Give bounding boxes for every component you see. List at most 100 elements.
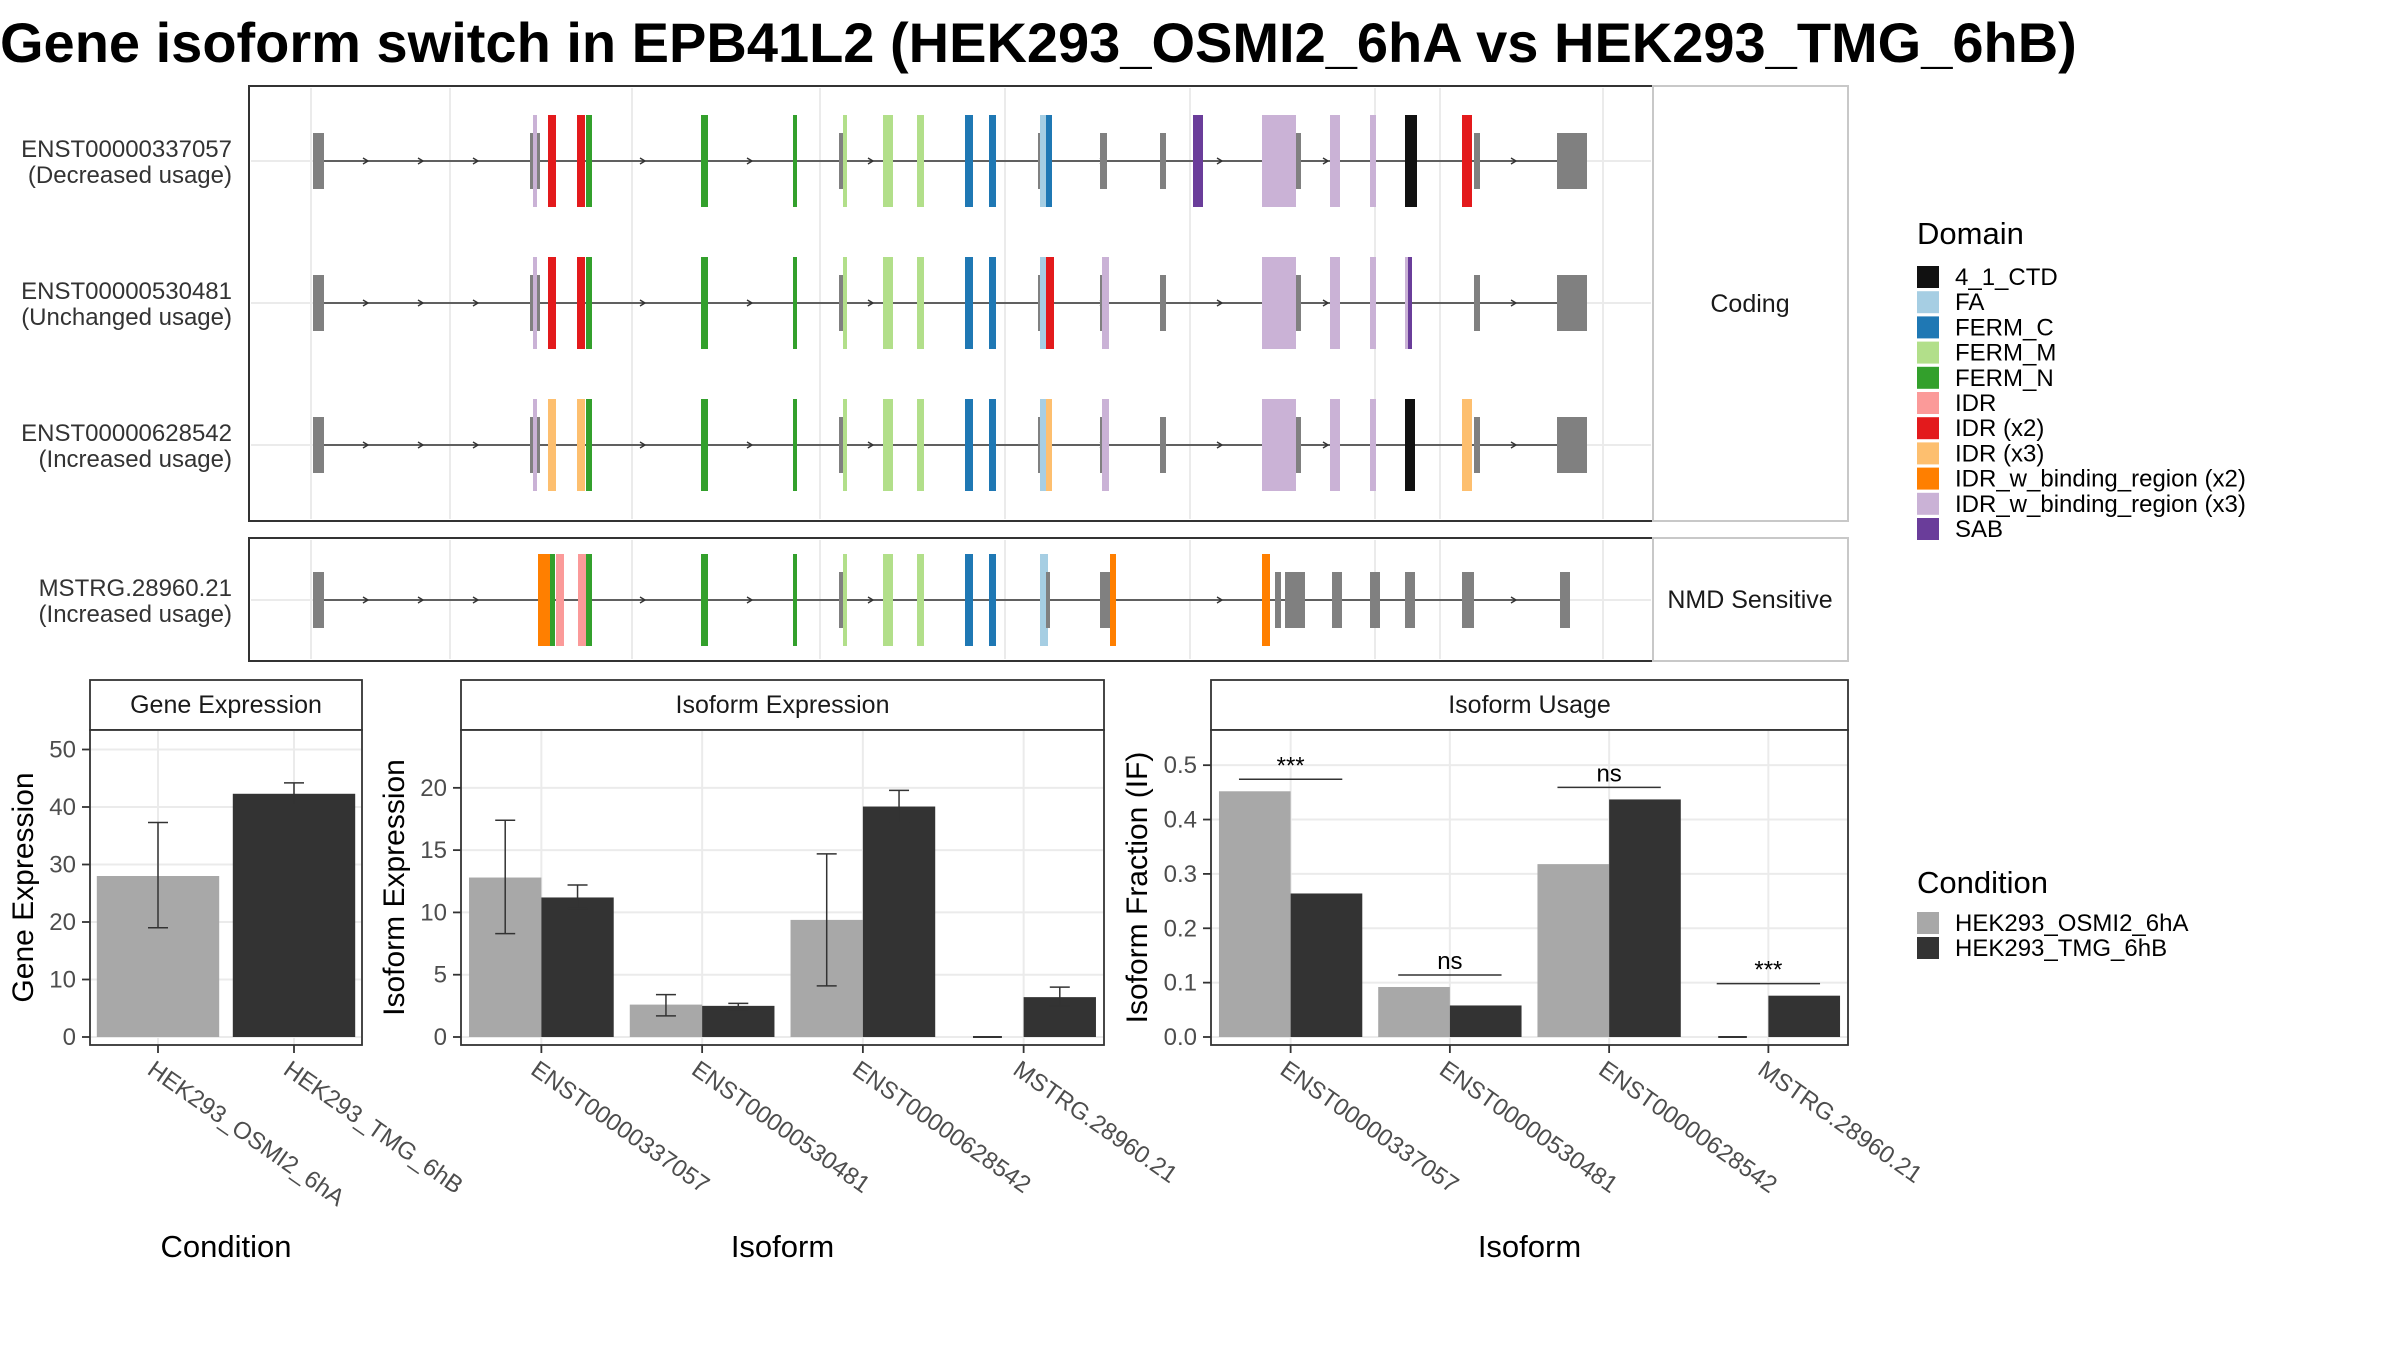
gene-expression-y-axis-title: Gene Expression [7,772,40,1002]
transcript-row-2-exon [1370,257,1376,349]
isoform-usage-strip [1210,679,1849,731]
transcript-row-1-exon [843,115,847,207]
domain-legend-label: IDR (x3) [1955,440,2044,467]
page-title: Gene isoform switch in EPB41L2 (HEK293_O… [0,11,2077,74]
transcript-row-1-exon [1040,115,1048,207]
facet-strip-coding [1652,85,1849,522]
transcript-row-3-exon [1370,399,1376,491]
transcript-row-nmd-exon [1560,572,1570,628]
transcript-row-1-exon [1100,133,1107,189]
transcript-row-2-exon [701,257,708,349]
condition-legend-swatch [1917,912,1939,934]
transcript-row-2-exon [1102,257,1109,349]
transcript-row-3-arrow [1322,441,1330,449]
transcript-row-nmd-arrow [417,596,425,604]
facet-strip-nmd [1652,537,1849,662]
transcript-row-nmd-exon [839,572,845,628]
transcript-row-3-exon [1296,417,1301,473]
transcript-row-2-exon [1046,257,1054,349]
domain-legend-swatch [1917,291,1939,314]
transcript-row-1-exon [1370,115,1376,207]
transcript-row-3-arrow [362,441,370,449]
transcript-row-nmd-exon [701,554,708,646]
transcript-row-1-exon [1462,115,1472,207]
isoform-usage-bar [1218,791,1291,1037]
isoform-usage-y-tick-label: 0.4 [1164,807,1197,834]
transcript-row-3-exon [793,399,797,491]
transcript-row-2-exon [1262,257,1296,349]
isoform-expression-x-tick-label: ENST00000530481 [687,1056,875,1199]
transcript-row-3-exon [1262,399,1296,491]
transcript-usage-label: (Unchanged usage) [21,304,232,331]
transcript-row-3-arrow [639,441,647,449]
isoform-usage-bar [1290,893,1363,1037]
domain-legend-swatch [1917,316,1939,339]
isoform-expression-x-tick-label: MSTRG.28960.21 [1008,1056,1182,1189]
domain-legend-swatch [1917,266,1939,288]
transcript-row-1-exon [793,115,797,207]
transcript-usage-label: (Increased usage) [39,601,232,628]
transcript-row-1-exon [1160,133,1166,189]
domain-legend-swatch [1917,341,1939,364]
transcript-row-1-exon [586,115,592,207]
transcript-row-nmd-exon [1046,572,1050,628]
transcript-row-2-exon [1330,257,1340,349]
transcript-row-nmd-arrow [867,596,875,604]
transcript-row-2-exon [1408,257,1412,349]
isoform-usage-bar [1449,1005,1522,1037]
gene-expression-title: Gene Expression [130,691,322,719]
condition-legend-swatch [1917,937,1939,959]
gene-expression-bar [232,793,356,1037]
isoform-usage-bar [1768,995,1841,1037]
domain-legend-swatch [1917,442,1939,465]
transcript-row-2-exon [965,257,973,349]
domain-legend-swatch [1917,492,1939,515]
transcript-row-1-exon [1193,115,1203,207]
domain-legend-swatch [1917,366,1939,389]
isoform-expression-x-axis-title: Isoform [731,1229,834,1264]
transcript-row-3-arrow [472,441,480,449]
transcript-row-1-exon [1474,133,1480,189]
transcript-row-1-arrow [1510,157,1518,165]
transcript-row-1-exon [883,115,893,207]
transcript-row-nmd-exon [1110,554,1116,646]
transcript-row-1-exon [313,133,324,189]
isoform-usage-x-tick-label: MSTRG.28960.21 [1753,1056,1927,1189]
isoform-expression-y-tick-label: 0 [434,1024,447,1051]
transcript-row-1-exon [1046,115,1052,207]
transcript-row-3-exon [917,399,924,491]
gene-expression-strip [89,679,363,731]
condition-legend-title: Condition [1917,865,2048,900]
domain-legend-label: FA [1955,289,1984,316]
transcript-row-nmd-exon [578,554,586,646]
transcript-row-3-exon [1160,417,1166,473]
transcript-row-1-arrow [746,157,754,165]
transcript-row-2-exon [1557,275,1587,331]
transcript-label: MSTRG.28960.21 [39,575,232,602]
transcript-row-3-exon [1330,399,1340,491]
transcript-row-3-exon [313,417,324,473]
gene-expression-y-tick-label: 40 [49,794,76,821]
transcript-row-1-arrow [1322,157,1330,165]
transcript-row-3-exon [843,399,847,491]
transcript-row-2-exon [313,275,324,331]
transcript-row-3-arrow [1216,441,1224,449]
transcript-row-3-exon [1040,399,1048,491]
transcript-row-1-arrow [867,157,875,165]
transcript-label: ENST00000337057 [21,136,232,163]
transcript-row-2-arrow [362,299,370,307]
isoform-usage-significance-label: ns [1596,760,1621,787]
transcript-row-nmd-exon [550,554,555,646]
transcript-row-nmd-arrow [639,596,647,604]
isoform-usage-y-tick-label: 0.5 [1164,752,1197,779]
transcript-row-3-arrow [417,441,425,449]
transcript-row-2-exon [839,275,845,331]
transcript-label: ENST00000530481 [21,278,232,305]
transcript-row-2-exon [533,257,537,349]
transcript-row-3-exon [1102,399,1109,491]
gene-expression-y-tick-label: 50 [49,737,76,764]
transcript-row-2-exon [1296,275,1301,331]
transcript-label: ENST00000628542 [21,420,232,447]
domain-legend-label: IDR_w_binding_region (x2) [1955,466,2246,493]
